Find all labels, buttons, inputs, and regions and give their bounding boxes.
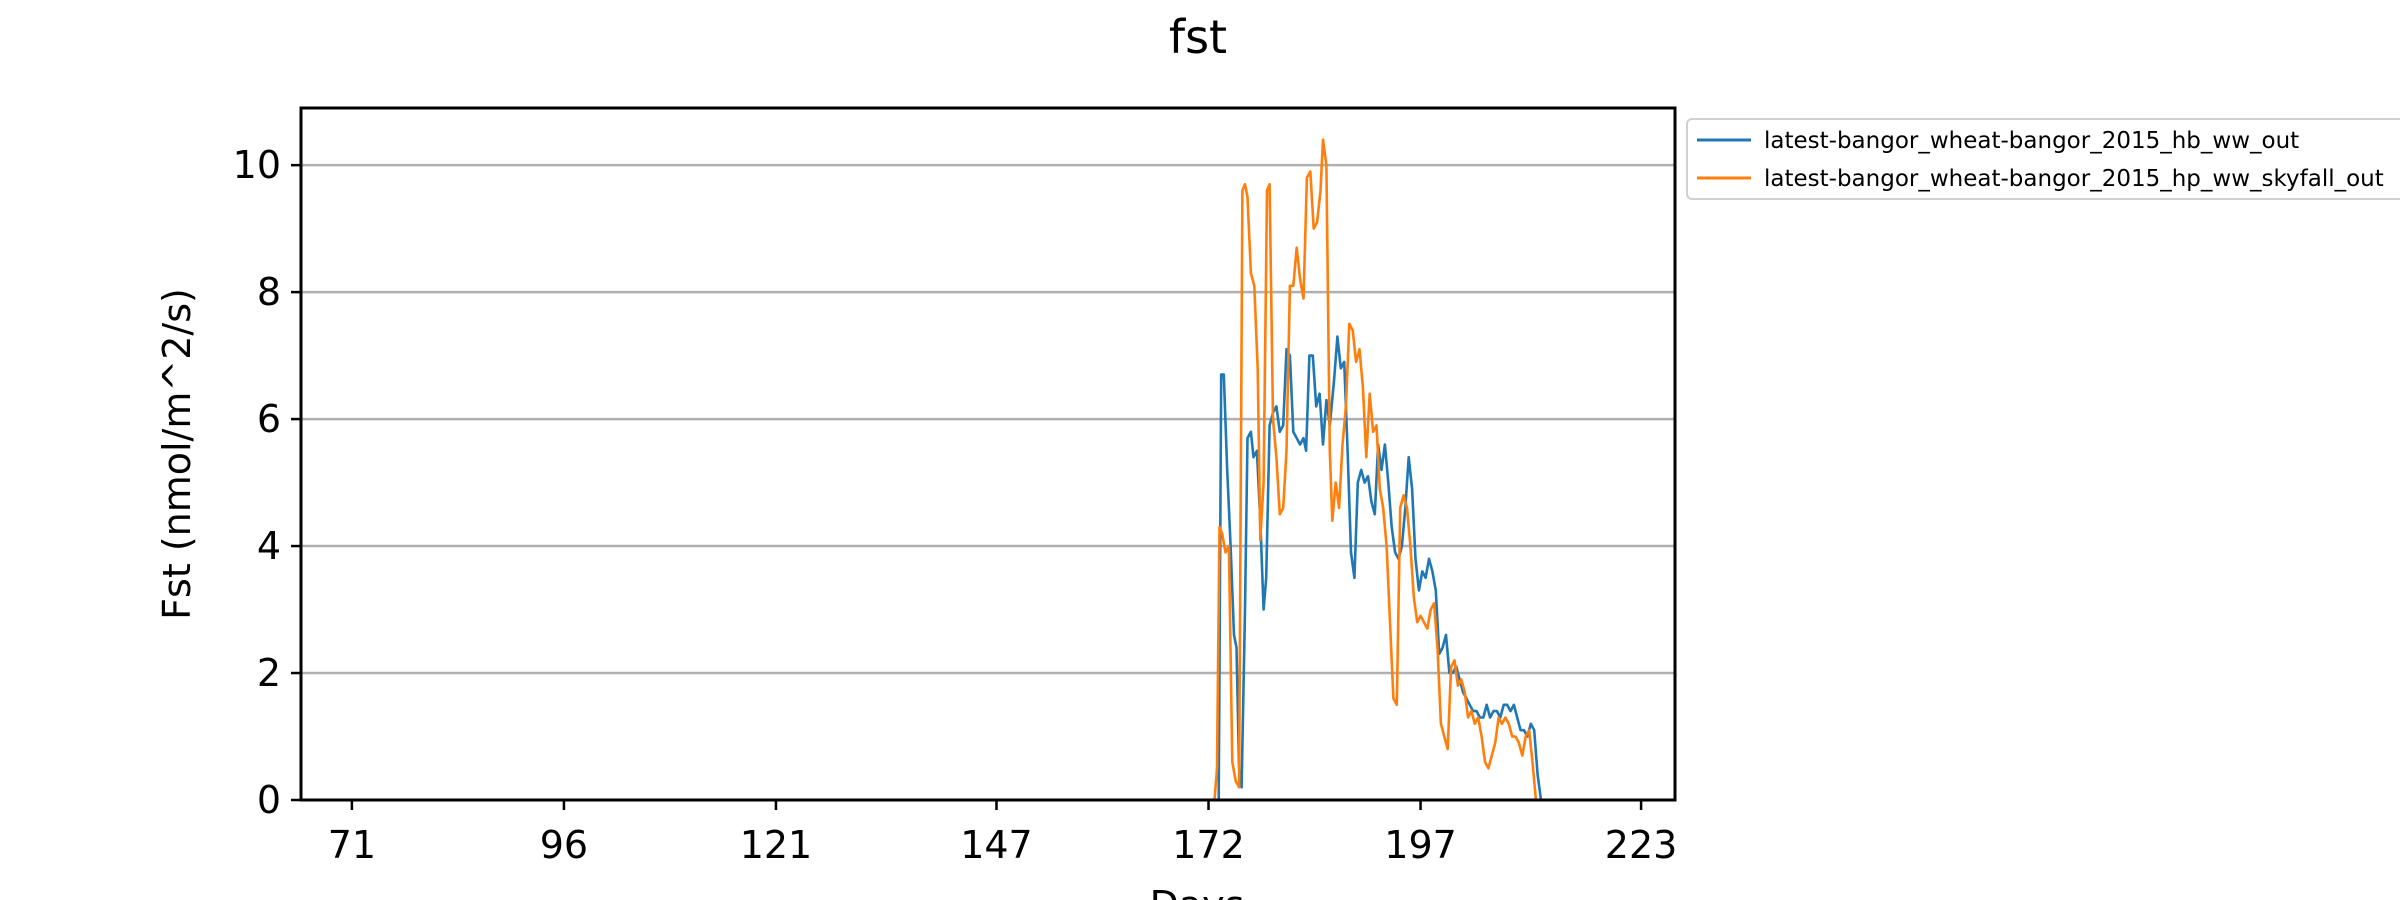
x-tick-label-5: 197 xyxy=(1384,823,1457,867)
y-tick-label-1: 2 xyxy=(257,651,281,695)
y-tick-label-4: 8 xyxy=(257,270,281,314)
y-tick-label-5: 10 xyxy=(233,143,281,187)
x-tick-label-4: 172 xyxy=(1172,823,1245,867)
x-tick-label-0: 71 xyxy=(328,823,376,867)
x-tick-label-3: 147 xyxy=(960,823,1033,867)
y-axis-label: Fst (nmol/m^2/s) xyxy=(155,288,199,620)
y-tick-label-2: 4 xyxy=(257,524,281,568)
x-tick-label-2: 121 xyxy=(740,823,813,867)
plot-area-frame xyxy=(299,106,1677,802)
series-lines xyxy=(305,138,1574,802)
x-tick-label-1: 96 xyxy=(540,823,588,867)
y-tick-label-3: 6 xyxy=(257,397,281,441)
legend-label-series-1: latest-bangor_wheat-bangor_2015_hb_ww_ou… xyxy=(1764,128,2299,154)
chart-title: fst xyxy=(1169,10,1227,64)
series-line-2 xyxy=(305,138,1572,802)
x-axis-label: Days xyxy=(1150,883,1245,900)
legend: latest-bangor_wheat-bangor_2015_hb_ww_ou… xyxy=(1686,118,2400,200)
x-tick-label-6: 223 xyxy=(1605,823,1678,867)
series-line-1 xyxy=(305,335,1574,802)
y-tick-label-0: 0 xyxy=(257,778,281,822)
legend-label-series-2: latest-bangor_wheat-bangor_2015_hp_ww_sk… xyxy=(1764,166,2384,192)
x-axis-ticks: 71 96 121 147 172 197 223 xyxy=(328,800,1678,867)
legend-box xyxy=(1686,118,2400,200)
y-axis-ticks: 0 2 4 6 8 10 xyxy=(233,143,301,822)
